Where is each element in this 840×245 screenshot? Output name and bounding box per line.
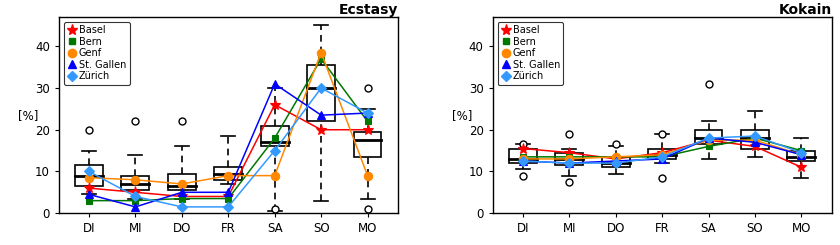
Bar xyxy=(214,167,242,180)
Bar xyxy=(601,157,630,167)
Legend: Basel, Bern, Genf, St. Gallen, Zürich: Basel, Bern, Genf, St. Gallen, Zürich xyxy=(64,22,129,85)
Bar xyxy=(260,126,289,147)
Bar xyxy=(75,165,103,186)
Bar xyxy=(648,148,676,159)
Bar xyxy=(168,173,196,190)
Bar xyxy=(307,65,335,122)
Text: Kokain: Kokain xyxy=(779,3,832,17)
Bar xyxy=(509,148,537,163)
Bar xyxy=(354,132,381,157)
Bar xyxy=(787,151,816,161)
Bar xyxy=(555,153,583,165)
Bar xyxy=(741,130,769,148)
Bar xyxy=(695,130,722,144)
Legend: Basel, Bern, Genf, St. Gallen, Zürich: Basel, Bern, Genf, St. Gallen, Zürich xyxy=(497,22,564,85)
Y-axis label: [%]: [%] xyxy=(452,109,472,122)
Text: Ecstasy: Ecstasy xyxy=(339,3,398,17)
Bar xyxy=(122,176,150,190)
Y-axis label: [%]: [%] xyxy=(18,109,39,122)
